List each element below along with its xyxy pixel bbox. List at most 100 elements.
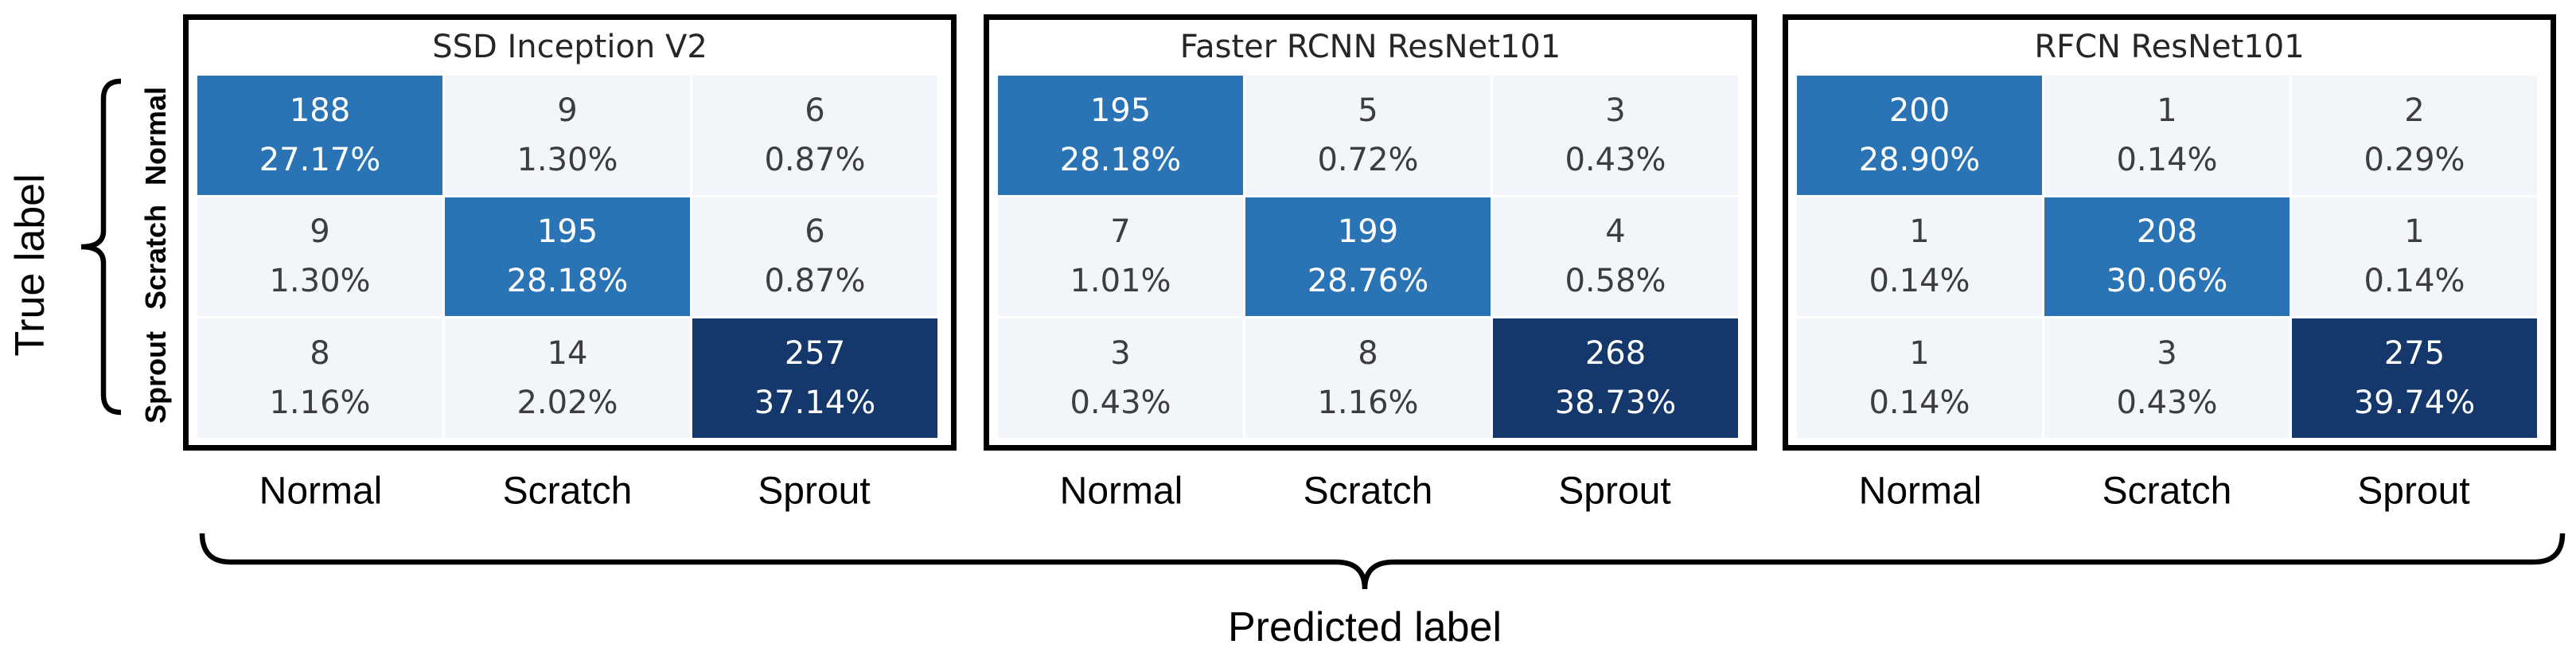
cell-percent: 1.16% [1317,385,1419,422]
col-label-scratch: Scratch [502,470,633,513]
cell-count: 1 [2157,92,2177,129]
matrix-cell: 208 30.06% [2044,197,2290,317]
confusion-grid: 195 28.18% 5 0.72% 3 0.43% 7 1.01% 199 28.76%… [998,76,1738,438]
matrix-cell: 8 1.16% [197,318,442,438]
matrix-cell: 1 0.14% [2044,76,2290,195]
true-label-brace [80,78,122,416]
cell-percent: 1.16% [269,385,371,422]
cell-percent: 0.43% [2116,385,2218,422]
row-label-sprout: Sprout [139,331,172,424]
col-label-normal: Normal [259,470,383,513]
panel-title: SSD Inception V2 [432,29,707,65]
confusion-grid: 188 27.17% 9 1.30% 6 0.87% 9 1.30% 195 28.18%… [197,76,937,438]
cell-percent: 0.29% [2364,141,2465,178]
col-label-sprout: Sprout [2357,470,2470,513]
cell-percent: 30.06% [2106,263,2228,300]
matrix-cell: 3 0.43% [998,318,1243,438]
row-label-normal: Normal [139,86,172,186]
matrix-cell: 3 0.43% [2044,318,2290,438]
cell-count: 2 [2404,92,2425,129]
cell-percent: 1.30% [269,263,371,300]
matrix-cell: 9 1.30% [445,76,690,195]
cell-percent: 38.73% [1554,385,1677,422]
matrix-cell: 9 1.30% [197,197,442,317]
cell-count: 5 [1358,92,1378,129]
matrix-cell: 2 0.29% [2292,76,2537,195]
panel-ssd-inception-v2: SSD Inception V2 188 27.17% 9 1.30% 6 0.87%… [183,14,957,451]
panel-faster-rcnn-resnet101: Faster RCNN ResNet101 195 28.18% 5 0.72% 3… [984,14,1757,451]
cell-percent: 27.17% [259,141,381,178]
row-label-scratch: Scratch [139,204,172,310]
cell-count: 8 [310,335,330,373]
col-label-scratch: Scratch [2102,470,2232,513]
cell-percent: 0.43% [1565,141,1666,178]
cell-percent: 37.14% [754,385,876,422]
cell-percent: 28.76% [1307,263,1429,300]
cell-count: 4 [1605,213,1626,251]
y-axis-title: True label [7,174,53,357]
col-label-normal: Normal [1059,470,1183,513]
cell-percent: 2.02% [516,385,618,422]
cell-count: 3 [2157,335,2177,373]
panel-title: RFCN ResNet101 [2034,29,2305,65]
cell-percent: 28.90% [1858,141,1981,178]
cell-count: 6 [805,92,825,129]
cell-count: 1 [1909,335,1930,373]
cell-count: 9 [310,213,330,251]
cell-percent: 0.14% [2116,141,2218,178]
cell-percent: 0.58% [1565,263,1666,300]
col-label-sprout: Sprout [758,470,871,513]
matrix-cell: 6 0.87% [692,197,937,317]
cell-count: 8 [1358,335,1378,373]
matrix-cell: 7 1.01% [998,197,1243,317]
cell-percent: 0.14% [1869,385,1970,422]
panel-title: Faster RCNN ResNet101 [1179,29,1561,65]
cell-percent: 1.30% [516,141,618,178]
matrix-cell: 8 1.16% [1245,318,1491,438]
cell-count: 1 [1909,213,1930,251]
cell-count: 208 [2136,213,2198,251]
predicted-label-brace [199,533,2566,590]
col-label-normal: Normal [1858,470,1982,513]
confusion-grid: 200 28.90% 1 0.14% 2 0.29% 1 0.14% 208 30.06%… [1797,76,2537,438]
cell-count: 7 [1110,213,1131,251]
matrix-cell: 3 0.43% [1493,76,1738,195]
matrix-cell: 14 2.02% [445,318,690,438]
cell-percent: 28.18% [506,263,629,300]
cell-count: 195 [536,213,598,251]
cell-count: 14 [547,335,588,373]
cell-percent: 0.87% [764,263,866,300]
cell-count: 3 [1605,92,1626,129]
cell-count: 257 [784,335,846,373]
cell-count: 195 [1089,92,1152,129]
cell-percent: 1.01% [1070,263,1171,300]
cell-percent: 0.43% [1070,385,1171,422]
matrix-cell: 1 0.14% [2292,197,2537,317]
col-label-sprout: Sprout [1558,470,1671,513]
cell-percent: 0.14% [2364,263,2465,300]
cell-count: 9 [557,92,578,129]
matrix-cell: 1 0.14% [1797,197,2042,317]
matrix-cell: 200 28.90% [1797,76,2042,195]
cell-count: 1 [2404,213,2425,251]
matrix-cell: 1 0.14% [1797,318,2042,438]
cell-percent: 28.18% [1059,141,1182,178]
cell-count: 6 [805,213,825,251]
cell-count: 188 [289,92,351,129]
x-axis-title: Predicted label [1228,604,1502,650]
matrix-cell: 275 39.74% [2292,318,2537,438]
matrix-cell: 268 38.73% [1493,318,1738,438]
cell-percent: 0.14% [1869,263,1970,300]
matrix-cell: 195 28.18% [445,197,690,317]
matrix-cell: 188 27.17% [197,76,442,195]
cell-count: 200 [1888,92,1951,129]
cell-percent: 0.72% [1317,141,1419,178]
cell-count: 199 [1337,213,1399,251]
matrix-cell: 4 0.58% [1493,197,1738,317]
panel-rfcn-resnet101: RFCN ResNet101 200 28.90% 1 0.14% 2 0.29% 1… [1783,14,2556,451]
matrix-cell: 6 0.87% [692,76,937,195]
matrix-cell: 195 28.18% [998,76,1243,195]
col-label-scratch: Scratch [1303,470,1433,513]
matrix-cell: 257 37.14% [692,318,937,438]
